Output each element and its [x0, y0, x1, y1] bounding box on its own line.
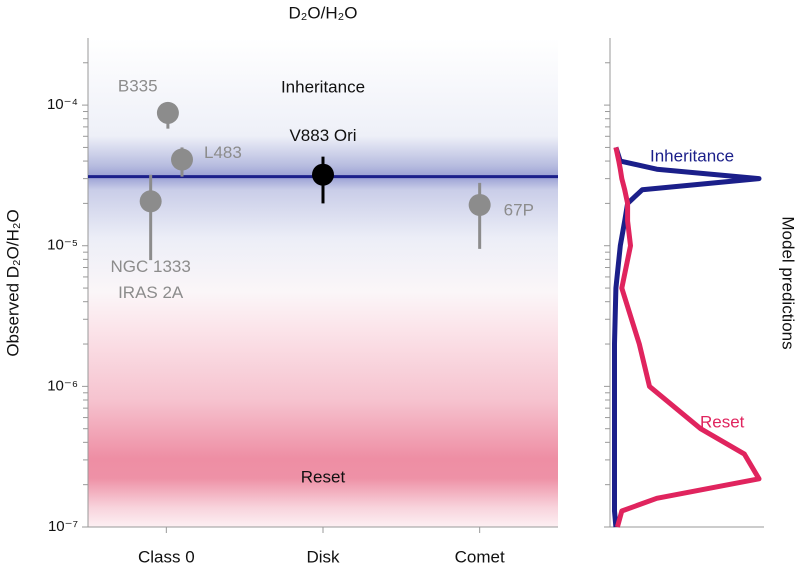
annotation: Inheritance: [281, 77, 365, 96]
main-panel: D₂O/H₂O Observed D₂O/H₂O 10⁻⁷ 10⁻⁶ 10⁻⁵ 10⁻⁴ C…: [3, 3, 558, 566]
point-label: 67P: [504, 200, 534, 219]
chart-title: D₂O/H₂O: [289, 3, 358, 22]
data-point: [312, 163, 334, 186]
data-point: [156, 101, 179, 124]
y-tick-label: 10⁻⁴: [47, 96, 78, 113]
point-label: V883 Ori: [289, 126, 356, 145]
data-point: [139, 190, 162, 213]
x-tick-label: Comet: [455, 547, 505, 566]
y-tick-label: 10⁻⁵: [47, 237, 78, 254]
curve-label: Reset: [700, 412, 745, 431]
y-tick-label: 10⁻⁷: [48, 518, 78, 535]
density-curve: [612, 146, 762, 528]
density-curve: [613, 146, 762, 528]
model-panel: Model predictions Inheritance Reset: [604, 38, 798, 528]
point-label: L483: [204, 143, 242, 162]
point-label: NGC 1333: [111, 257, 191, 276]
y-axis-label: Observed D₂O/H₂O: [3, 209, 22, 356]
side-axis-label: Model predictions: [779, 216, 798, 349]
data-point: [468, 193, 491, 216]
data-point: [171, 148, 193, 171]
x-tick-label: Disk: [306, 547, 340, 566]
curve-label: Inheritance: [650, 146, 734, 165]
point-label: IRAS 2A: [118, 283, 184, 302]
x-tick-label: Class 0: [138, 547, 195, 566]
y-tick-label: 10⁻⁶: [47, 377, 78, 394]
point-label: B335: [118, 76, 158, 95]
annotation: Reset: [301, 467, 346, 486]
